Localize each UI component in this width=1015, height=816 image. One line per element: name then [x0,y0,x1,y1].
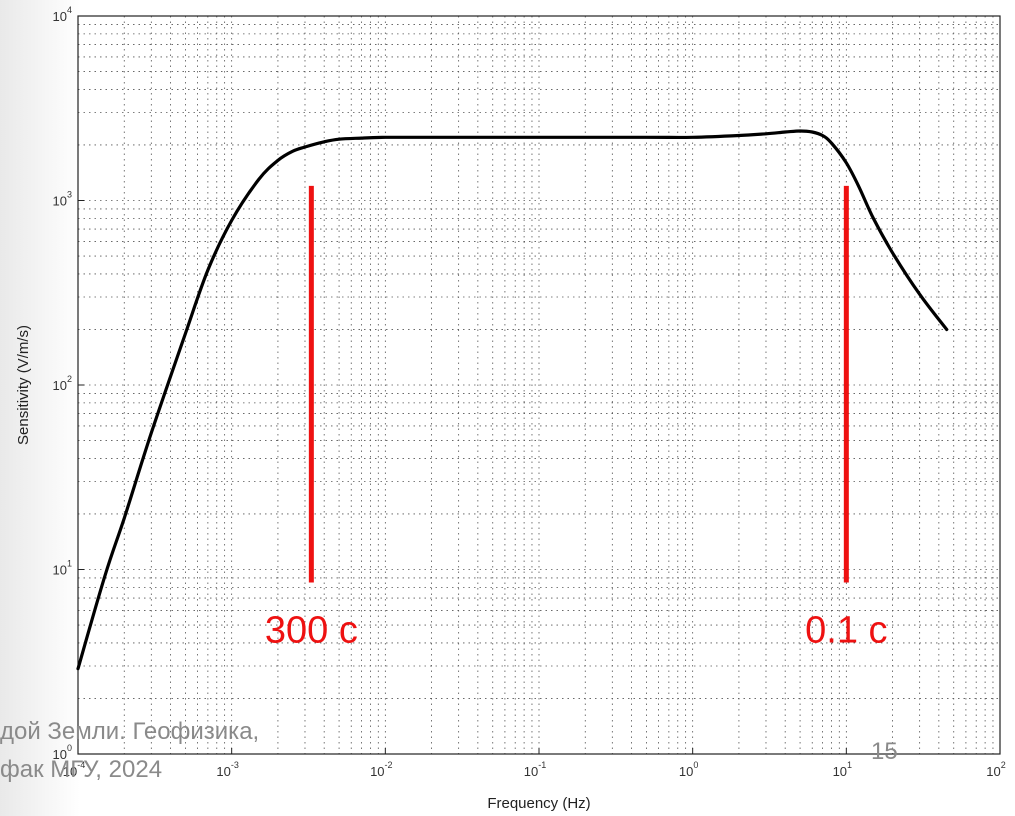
y-tick-label: 100 [53,743,72,762]
annotations-group: 300 c 0.1 c [265,185,888,652]
footer-text-line2: фак МГУ, 2024 [0,756,163,783]
x-tick-label: 10-4 [63,760,85,779]
x-tick-label: 100 [679,760,698,779]
y-tick-label: 102 [53,374,72,393]
y-axis-label: Sensitivity (V/m/s) [15,325,32,445]
y-tick-label: 101 [53,559,72,578]
slide-number: 15 [871,738,898,765]
x-tick-label: 101 [833,760,852,779]
x-tick-label: 10-2 [370,760,392,779]
x-axis-label: Frequency (Hz) [487,795,590,812]
annotation-label: 0.1 c [805,610,887,652]
x-tick-label: 102 [986,760,1005,779]
series-group [76,129,949,671]
grid [78,16,1000,754]
x-tick-label: 10-1 [524,760,546,779]
y-tick-label: 103 [53,190,72,209]
y-tick-label: 104 [53,5,72,24]
x-tick-label: 10-3 [216,760,238,779]
axis-ticks: 10-4 10-3 10-2 10-1 100 101 102 100 101 102 103 104 [53,5,1006,779]
footer-text-line1: дой Земли. Геофизика, [0,718,260,745]
sensitivity-curve [76,129,949,671]
annotation-label: 300 c [265,610,358,652]
